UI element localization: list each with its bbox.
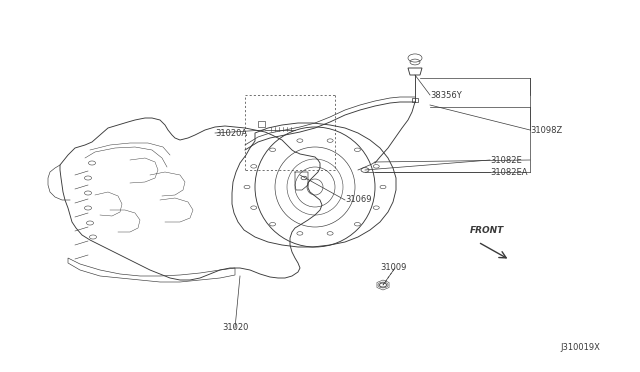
Text: 31082EA: 31082EA [490, 167, 527, 176]
Text: 31098Z: 31098Z [530, 125, 563, 135]
Text: J310019X: J310019X [560, 343, 600, 353]
Text: FRONT: FRONT [470, 225, 504, 234]
Text: 31020: 31020 [222, 324, 248, 333]
Text: 31082E: 31082E [490, 155, 522, 164]
Bar [258, 121, 265, 127]
Text: 31069: 31069 [345, 196, 371, 205]
Text: 31009: 31009 [380, 263, 406, 273]
Text: 31020A: 31020A [215, 128, 247, 138]
Text: 38356Y: 38356Y [430, 90, 461, 99]
